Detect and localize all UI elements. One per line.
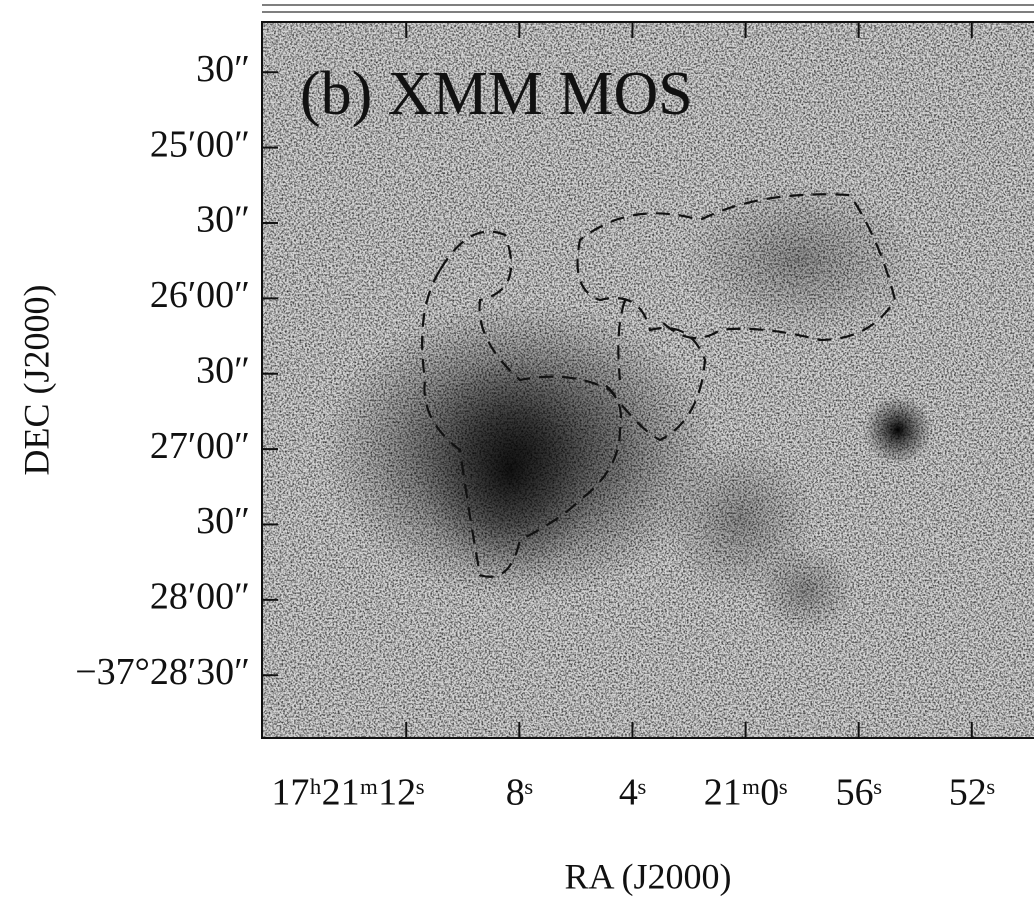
x-tick-label: 56ˢ bbox=[836, 772, 882, 814]
y-tick-label: 26′00″ bbox=[150, 274, 250, 316]
chart-title: (b) XMM MOS bbox=[300, 60, 693, 128]
image bbox=[262, 22, 1034, 738]
y-tick-label: 27′00″ bbox=[150, 425, 250, 467]
x-axis-label: RA (J2000) bbox=[564, 856, 731, 896]
plot-frame bbox=[261, 21, 1034, 739]
x-tick-label: 21ᵐ0ˢ bbox=[704, 772, 788, 814]
x-tick-label: 17ʰ21ᵐ12ˢ bbox=[271, 772, 424, 814]
x-tick-label: 4ˢ bbox=[619, 772, 646, 814]
y-tick-label: 30″ bbox=[196, 349, 250, 391]
y-tick-label: −37°28′30″ bbox=[75, 651, 250, 693]
y-tick-label: 25′00″ bbox=[150, 123, 250, 165]
y-tick-label: 30″ bbox=[196, 199, 250, 241]
x-tick-label: 52ˢ bbox=[949, 772, 995, 814]
x-tick-label: 8ˢ bbox=[506, 772, 533, 814]
y-tick-label: 30″ bbox=[196, 48, 250, 90]
y-axis-label: DEC (J2000) bbox=[16, 285, 56, 476]
y-tick-label: 30″ bbox=[196, 500, 250, 542]
y-tick-label: 28′00″ bbox=[150, 576, 250, 618]
